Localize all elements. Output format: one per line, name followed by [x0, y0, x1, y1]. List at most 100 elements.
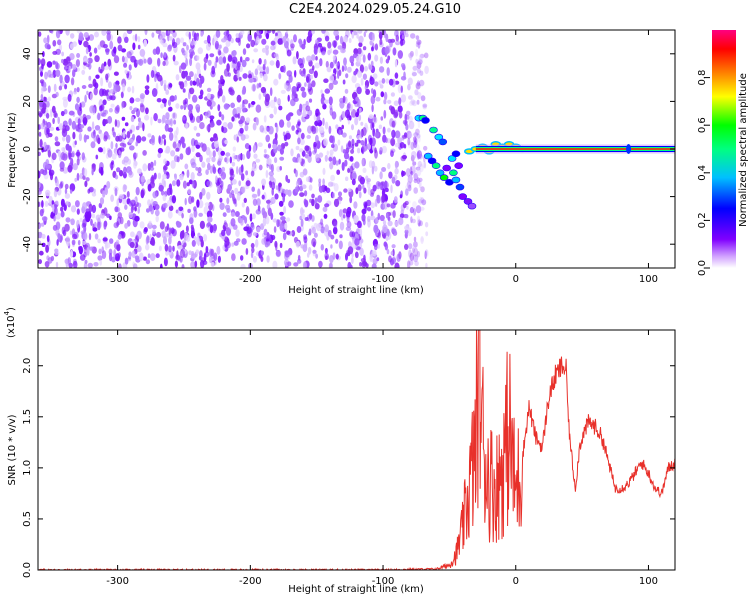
noise-blob	[128, 64, 132, 71]
noise-blob	[349, 165, 354, 174]
noise-blob	[312, 241, 316, 248]
noise-blob	[368, 114, 374, 119]
noise-blob	[61, 58, 64, 64]
noise-blob	[68, 65, 72, 72]
noise-blob	[419, 53, 425, 59]
noise-blob	[127, 86, 132, 93]
noise-blob	[48, 169, 55, 176]
noise-blob	[359, 228, 363, 237]
noise-blob	[308, 213, 313, 220]
noise-blob	[351, 124, 354, 131]
noise-blob	[351, 253, 354, 258]
noise-blob	[404, 229, 409, 235]
noise-blob	[57, 39, 62, 46]
noise-blob	[179, 153, 184, 160]
x-tick-label: -100	[372, 576, 395, 587]
noise-blob	[52, 60, 56, 65]
noise-blob	[213, 140, 219, 149]
noise-blob	[144, 30, 148, 36]
noise-blob	[385, 235, 389, 242]
noise-blob	[113, 71, 119, 76]
noise-blob	[280, 216, 286, 221]
noise-blob	[181, 142, 186, 149]
noise-blob	[99, 69, 103, 74]
noise-blob	[199, 89, 204, 97]
noise-blob	[413, 132, 419, 138]
noise-blob	[347, 246, 354, 255]
noise-blob	[245, 206, 250, 215]
noise-blob	[357, 47, 362, 55]
noise-blob	[204, 251, 210, 258]
noise-blob	[99, 105, 103, 112]
noise-blob	[313, 141, 317, 148]
noise-blob	[218, 83, 223, 92]
noise-blob	[195, 166, 199, 171]
snr-frame	[37, 329, 676, 571]
noise-blob	[79, 102, 82, 112]
noise-blob	[365, 263, 369, 268]
noise-blob	[87, 188, 91, 194]
noise-blob	[201, 161, 206, 168]
noise-blob	[410, 33, 416, 39]
noise-blob	[135, 97, 141, 102]
noise-blob	[160, 52, 163, 59]
noise-blob	[47, 144, 51, 154]
x-tick-label: -200	[239, 274, 262, 285]
noise-blob	[419, 70, 424, 76]
noise-blob	[313, 232, 318, 238]
noise-blob	[242, 73, 248, 79]
noise-blob	[297, 121, 301, 126]
noise-blob	[390, 202, 396, 209]
noise-blob	[358, 42, 363, 48]
noise-blob	[305, 176, 310, 182]
noise-blob	[198, 95, 203, 100]
noise-blob	[241, 89, 245, 95]
noise-blob	[114, 206, 119, 213]
noise-blob	[47, 133, 53, 138]
spectrogram-heatmap	[38, 30, 675, 268]
noise-blob	[351, 138, 355, 146]
noise-blob	[165, 112, 170, 120]
noise-blob	[57, 116, 60, 125]
noise-blob	[107, 116, 113, 124]
noise-blob	[284, 141, 289, 147]
noise-blob	[273, 78, 279, 86]
noise-blob	[261, 38, 267, 45]
noise-blob	[104, 187, 108, 196]
noise-blob	[236, 166, 239, 175]
noise-blob	[238, 120, 243, 125]
noise-blob	[107, 81, 112, 89]
noise-blob	[99, 132, 104, 140]
noise-blob	[55, 48, 61, 56]
noise-blob	[236, 61, 241, 68]
noise-blob	[253, 48, 259, 53]
noise-blob	[72, 131, 76, 140]
noise-blob	[410, 99, 416, 105]
noise-blob	[184, 50, 188, 55]
noise-blob	[369, 40, 373, 46]
x-tick-label: 100	[639, 576, 658, 587]
noise-blob	[157, 57, 161, 67]
noise-blob	[384, 242, 389, 251]
noise-blob	[156, 98, 162, 103]
noise-blob	[274, 132, 278, 141]
noise-blob	[278, 73, 282, 80]
noise-blob	[206, 87, 212, 93]
transition-blob	[458, 193, 468, 200]
noise-blob	[139, 93, 145, 100]
noise-blob	[379, 214, 385, 222]
noise-blob	[38, 151, 41, 157]
noise-blob	[397, 50, 403, 59]
noise-blob	[64, 74, 70, 84]
noise-blob	[70, 205, 77, 213]
noise-blob	[407, 260, 411, 268]
noise-blob	[130, 55, 136, 63]
noise-blob	[355, 55, 362, 63]
noise-blob	[355, 96, 359, 102]
noise-blob	[278, 182, 282, 188]
noise-blob	[325, 60, 329, 68]
noise-blob	[88, 203, 93, 213]
noise-blob	[410, 141, 415, 150]
noise-blob	[71, 239, 76, 246]
noise-blob	[299, 148, 304, 153]
